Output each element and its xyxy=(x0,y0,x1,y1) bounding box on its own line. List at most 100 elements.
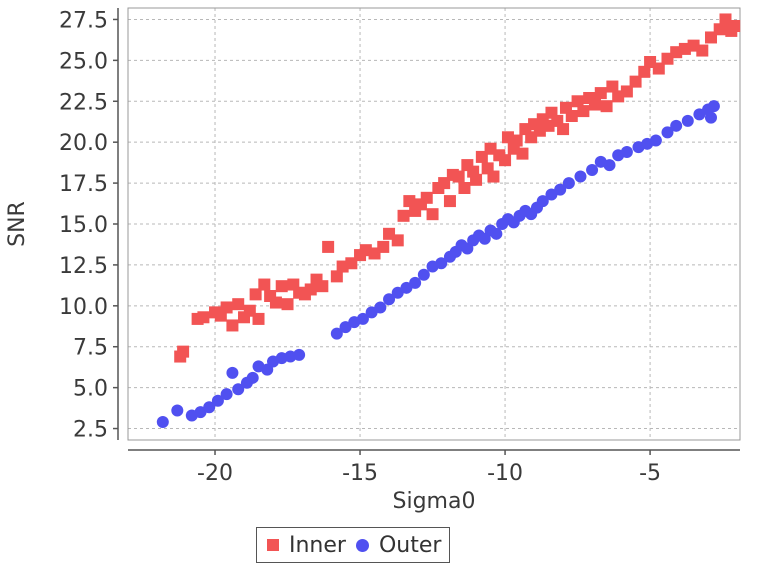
inner-point xyxy=(620,85,633,98)
x-tick-label: -15 xyxy=(342,461,378,486)
y-tick-label: 17.5 xyxy=(59,172,108,197)
y-tick-label: 15.0 xyxy=(59,213,108,238)
inner-point xyxy=(397,209,410,222)
outer-point xyxy=(194,406,207,419)
data-points xyxy=(156,13,741,428)
plot-frame xyxy=(127,7,741,441)
x-axis-ticks: -20 -15 -10 -5 xyxy=(197,450,661,486)
outer-point xyxy=(649,134,662,147)
outer-point xyxy=(232,383,245,396)
legend-item-inner: Inner xyxy=(267,533,346,558)
y-tick-label: 25.0 xyxy=(59,49,108,74)
inner-point xyxy=(533,124,546,137)
inner-point xyxy=(713,23,726,36)
legend-item-outer: Outer xyxy=(355,532,442,558)
circle-marker-icon xyxy=(355,538,369,552)
outer-point xyxy=(545,188,558,201)
inner-point xyxy=(197,311,210,324)
outer-point xyxy=(620,146,633,158)
inner-point xyxy=(304,283,317,296)
inner-point xyxy=(452,170,465,183)
outer-point xyxy=(681,114,694,127)
y-tick-label: 7.5 xyxy=(73,336,108,361)
y-axis-ticks: 2.5 5.0 7.5 10.0 12.5 15.0 17.5 20.0 22.5 25.0 27.… xyxy=(59,8,118,443)
inner-point xyxy=(470,173,483,186)
inner-point xyxy=(177,345,190,358)
outer-point xyxy=(356,312,369,325)
legend-label-outer: Outer xyxy=(378,532,442,558)
inner-point xyxy=(557,123,570,136)
inner-point xyxy=(368,247,381,260)
outer-point xyxy=(374,301,387,314)
outer-point xyxy=(171,404,184,417)
x-tick-label: -5 xyxy=(639,461,661,486)
outer-point xyxy=(562,177,575,190)
inner-point xyxy=(252,312,265,325)
y-tick-label: 2.5 xyxy=(73,418,108,443)
inner-point xyxy=(377,240,390,253)
inner-point xyxy=(258,278,271,291)
square-marker-icon xyxy=(267,539,279,551)
scatter-chart: 2.5 5.0 7.5 10.0 12.5 15.0 17.5 20.0 22.5 25.0 27.… xyxy=(5,7,741,514)
outer-point xyxy=(220,388,233,401)
x-tick-label: -10 xyxy=(487,461,523,486)
outer-point xyxy=(670,119,683,132)
inner-point xyxy=(696,44,709,57)
outer-point xyxy=(211,394,224,407)
y-axis-title: SNR xyxy=(5,201,30,247)
outer-point xyxy=(226,366,239,379)
inner-point xyxy=(510,134,523,147)
legend: Inner Outer xyxy=(256,527,451,563)
inner-point xyxy=(420,191,433,204)
y-tick-label: 27.5 xyxy=(59,8,108,33)
outer-point xyxy=(707,100,720,113)
outer-point xyxy=(339,321,352,334)
x-tick-label: -20 xyxy=(197,461,233,486)
inner-point xyxy=(652,62,665,75)
outer-point xyxy=(400,281,413,294)
inner-point xyxy=(719,13,732,26)
y-tick-label: 20.0 xyxy=(59,131,108,156)
inner-point xyxy=(322,240,335,253)
outer-point xyxy=(693,108,706,121)
inner-point xyxy=(600,100,613,113)
inner-point xyxy=(571,95,584,108)
outer-point xyxy=(661,126,674,139)
outer-point xyxy=(383,293,396,306)
inner-point xyxy=(487,170,500,183)
inner-point xyxy=(391,234,404,247)
inner-point xyxy=(577,105,590,118)
outer-point xyxy=(203,401,216,414)
inner-point xyxy=(499,154,512,167)
y-tick-label: 5.0 xyxy=(73,377,108,402)
inner-point xyxy=(403,195,416,208)
inner-point xyxy=(704,31,717,44)
outer-point xyxy=(391,286,404,299)
inner-point xyxy=(594,87,607,100)
inner-point xyxy=(249,288,262,301)
outer-point xyxy=(156,416,169,428)
inner-point xyxy=(316,280,329,293)
inner-point xyxy=(516,147,529,160)
inner-point xyxy=(275,280,288,293)
outer-point xyxy=(603,159,616,172)
x-axis-title: Sigma0 xyxy=(393,489,476,514)
inner-point xyxy=(330,270,343,283)
outer-point xyxy=(490,227,503,240)
outer-point xyxy=(293,348,306,361)
y-tick-label: 22.5 xyxy=(59,90,108,115)
inner-point xyxy=(226,319,239,332)
outer-point xyxy=(246,371,259,384)
outer-point xyxy=(417,268,430,281)
outer-point xyxy=(554,183,567,196)
outer-point xyxy=(435,257,448,270)
inner-point xyxy=(638,65,651,78)
inner-point xyxy=(426,208,439,221)
outer-point xyxy=(330,327,343,340)
inner-point xyxy=(629,75,642,88)
inner-point xyxy=(458,182,471,194)
inner-point xyxy=(728,20,741,32)
inner-point xyxy=(565,110,578,122)
outer-point xyxy=(365,306,378,319)
outer-point xyxy=(704,111,717,124)
